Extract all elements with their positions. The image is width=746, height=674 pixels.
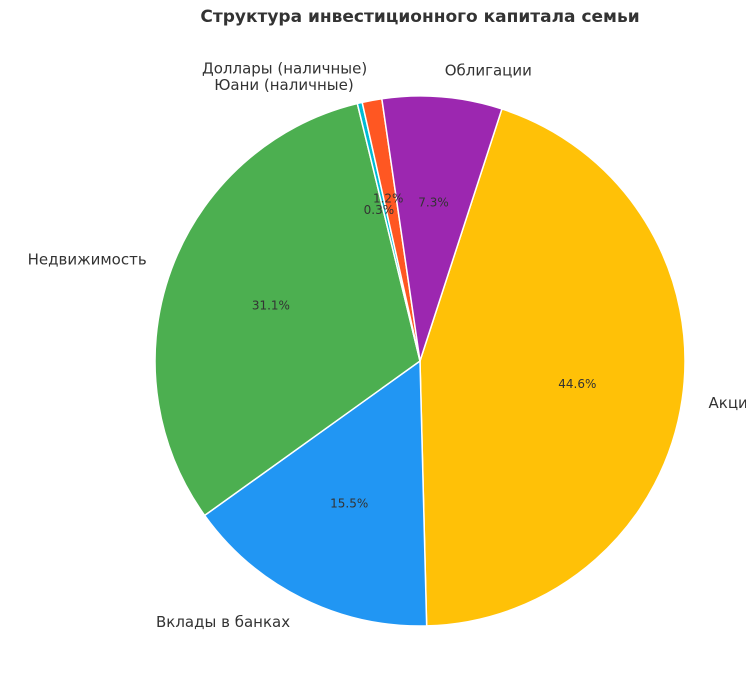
value-label: 15.5% <box>330 496 368 510</box>
value-label: 1.2% <box>373 192 404 206</box>
category-label: Доллары (наличные) <box>202 59 367 77</box>
category-labels: Акции Вклады в банках Недвижимость Юани (на… <box>28 59 746 631</box>
category-label: Вклады в банках <box>156 613 290 631</box>
category-label: Юани (наличные) <box>214 76 354 94</box>
value-label: 44.6% <box>558 377 596 391</box>
category-label: Облигации <box>445 62 532 80</box>
pie-slice <box>203 359 428 627</box>
chart-title: Структура инвестиционного капитала семьи <box>200 7 639 27</box>
value-labels: 44.6% 15.5% 31.1% 0.3%1.2% 7.3% <box>252 192 597 511</box>
value-label: 0.3% <box>364 203 395 217</box>
pie-slice <box>154 102 421 517</box>
category-label: Недвижимость <box>28 251 147 269</box>
value-label: 7.3% <box>418 196 449 210</box>
pie-slice <box>380 95 503 362</box>
category-label: Акции <box>709 394 746 412</box>
pie-slice <box>419 108 686 627</box>
value-label: 31.1% <box>252 299 290 313</box>
pie-slices <box>154 95 686 627</box>
